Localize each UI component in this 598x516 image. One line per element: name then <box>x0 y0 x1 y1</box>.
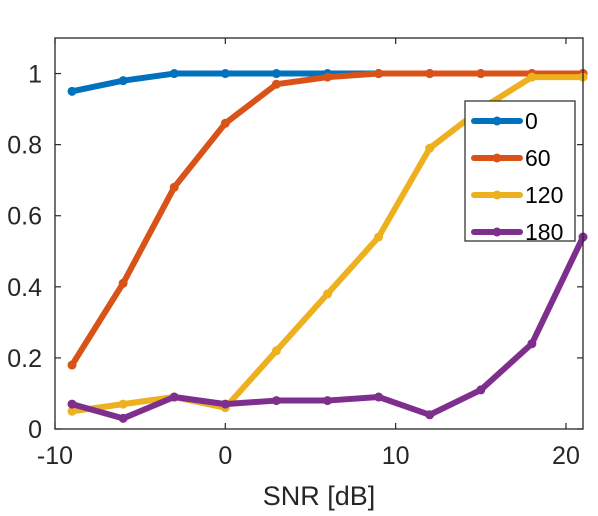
y-tick-label: 0 <box>28 416 42 444</box>
data-point <box>67 406 77 416</box>
data-point <box>67 399 77 409</box>
y-tick-label: 0.4 <box>7 274 42 302</box>
data-point <box>271 346 281 356</box>
data-point <box>323 72 333 82</box>
data-point <box>271 69 281 79</box>
series-180 <box>67 232 588 423</box>
legend-marker <box>492 153 502 163</box>
x-axis-title: SNR [dB] <box>263 481 376 511</box>
y-tick-label: 0.6 <box>7 203 42 231</box>
data-point <box>271 79 281 89</box>
series-line <box>69 234 586 422</box>
legend-marker <box>492 227 502 237</box>
data-point <box>169 392 179 402</box>
data-point <box>220 69 230 79</box>
y-tick-label: 0.2 <box>7 345 42 373</box>
data-point <box>425 69 435 79</box>
legend-label: 120 <box>525 182 563 208</box>
legend-marker <box>492 190 502 200</box>
legend-label: 180 <box>525 219 563 245</box>
legend-item: 120 <box>471 182 563 208</box>
data-point <box>118 76 128 86</box>
legend-item: 60 <box>471 145 551 171</box>
data-point <box>67 86 77 96</box>
plot-series <box>67 69 588 423</box>
legend-item: 0 <box>471 108 538 134</box>
data-point <box>323 289 333 299</box>
data-point <box>220 399 230 409</box>
x-tick-label: 0 <box>218 442 232 470</box>
plot-area-frame <box>54 37 584 430</box>
data-point <box>118 399 128 409</box>
legend-item: 180 <box>471 219 563 245</box>
data-point <box>67 360 77 370</box>
data-point <box>220 118 230 128</box>
x-tick-label: -10 <box>37 442 73 470</box>
legend-label: 0 <box>525 108 538 134</box>
data-point <box>425 143 435 153</box>
data-point <box>271 396 281 406</box>
data-point <box>374 232 384 242</box>
data-point <box>374 392 384 402</box>
data-point <box>169 182 179 192</box>
x-tick-label: 20 <box>552 442 580 470</box>
legend-marker <box>492 116 502 126</box>
data-point <box>118 278 128 288</box>
legend: 0 60 120 180 <box>464 100 576 245</box>
data-point <box>425 410 435 420</box>
legend-label: 60 <box>525 145 551 171</box>
data-point <box>476 385 486 395</box>
data-point <box>118 413 128 423</box>
y-tick-label: 0.8 <box>7 132 42 160</box>
x-tick-label: 10 <box>382 442 410 470</box>
data-point <box>527 72 537 82</box>
data-point <box>527 339 537 349</box>
y-tick-label: 1 <box>28 61 42 89</box>
data-point <box>374 69 384 79</box>
data-point <box>169 69 179 79</box>
legend-box <box>464 100 576 242</box>
data-point <box>323 396 333 406</box>
data-point <box>476 69 486 79</box>
